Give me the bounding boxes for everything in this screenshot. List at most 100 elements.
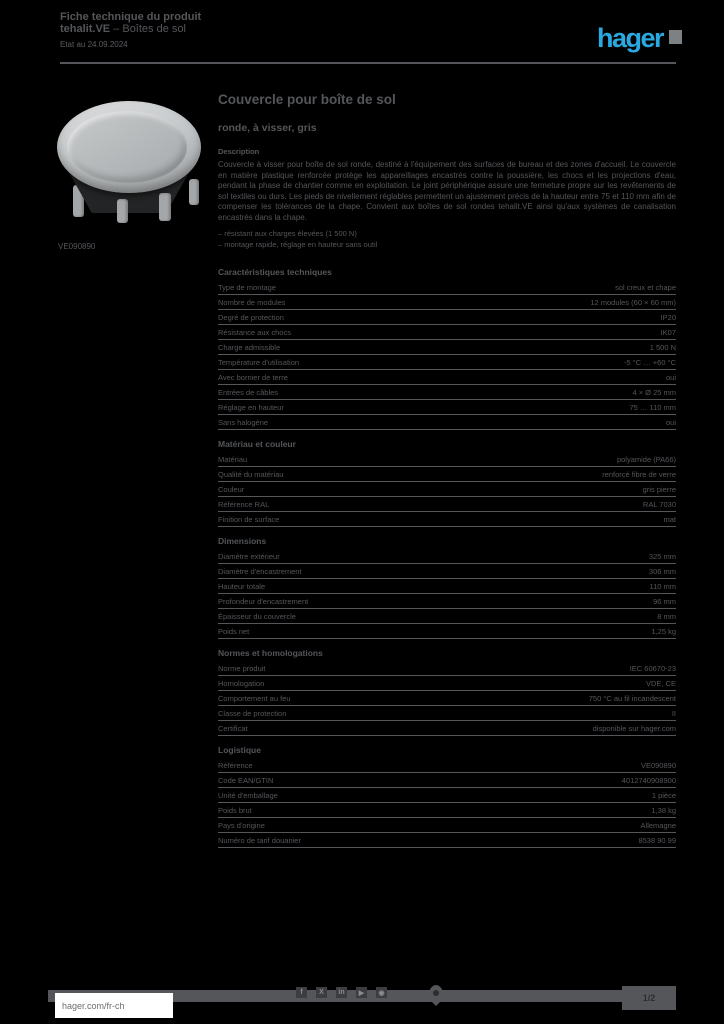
spec-label: Certificat (218, 723, 248, 733)
spec-label: Charge admissible (218, 342, 281, 352)
spec-row: Norme produit IEC 60670-23 (218, 661, 676, 676)
page-number-tab: 1/2 (622, 986, 676, 1010)
youtube-icon[interactable]: ▶ (356, 987, 367, 998)
facebook-icon[interactable]: f (296, 987, 307, 998)
linkedin-icon[interactable]: in (336, 987, 347, 998)
spec-table: Caractéristiques techniques Type de monta… (218, 258, 676, 848)
header-date: Etat au 24.09.2024 (60, 40, 128, 49)
spec-value: disponible sur hager.com (592, 723, 676, 733)
spec-label: Matériau (218, 454, 248, 464)
description-text: Couvercle à visser pour boîte de sol ron… (218, 160, 676, 222)
spec-label: Type de montage (218, 282, 276, 292)
spec-row: Sans halogène oui (218, 415, 676, 430)
spec-label: Pays d'origine (218, 820, 265, 830)
spec-value: 110 mm (649, 581, 676, 591)
spec-row: Épaisseur du couvercle 8 mm (218, 609, 676, 624)
spec-label: Numéro de tarif douanier (218, 835, 301, 845)
spec-value: 750 °C au fil incandescent (588, 693, 676, 703)
spec-value: RAL 7030 (642, 499, 676, 509)
spec-label: Degré de protection (218, 312, 284, 322)
spec-value: 306 mm (648, 566, 676, 576)
spec-label: Code EAN/GTIN (218, 775, 274, 785)
page-subtitle: ronde, à visser, gris (218, 122, 317, 134)
spec-value: 8 mm (657, 611, 676, 621)
spec-row: Numéro de tarif douanier 8538 90 99 (218, 833, 676, 848)
product-photo (55, 95, 203, 225)
location-pin-icon[interactable] (428, 985, 444, 1006)
spec-row: Réglage en hauteur 75 … 110 mm (218, 400, 676, 415)
spec-label: Diamètre extérieur (218, 551, 280, 561)
main-content: Couvercle pour boîte de sol ronde, à vis… (218, 91, 676, 848)
photo-leg (159, 193, 171, 221)
advantage-item: – résistant aux charges élevées (1 500 N… (218, 229, 357, 238)
spec-row: Avec bornier de terre oui (218, 370, 676, 385)
header-range-bold: tehalit.VE (60, 23, 111, 35)
spec-label: Résistance aux chocs (218, 327, 291, 337)
spec-value: gris pierre (642, 484, 676, 494)
spec-value: IK07 (660, 327, 676, 337)
spec-label: Comportement au feu (218, 693, 291, 703)
footer-website-link[interactable]: hager.com/fr-ch (55, 993, 173, 1018)
spec-row: Hauteur totale 110 mm (218, 579, 676, 594)
spec-label: Température d'utilisation (218, 357, 300, 367)
advantage-item: – montage rapide, réglage en hauteur san… (218, 240, 378, 249)
spec-value: renforcé fibre de verre (602, 469, 676, 479)
spec-value: oui (665, 372, 676, 382)
spec-label: Sans halogène (218, 417, 269, 427)
spec-label: Diamètre d'encastrement (218, 566, 302, 576)
spec-row: Référence RAL RAL 7030 (218, 497, 676, 512)
twitter-icon[interactable]: X (316, 987, 327, 998)
spec-value: Allemagne (640, 820, 676, 830)
spec-value: 4 × Ø 25 mm (632, 387, 676, 397)
spec-value: IP20 (660, 312, 676, 322)
spec-section-heading: Caractéristiques techniques (218, 267, 332, 277)
spec-value: 8538 90 99 (638, 835, 676, 845)
spec-row: Poids brut 1,38 kg (218, 803, 676, 818)
product-reference: VE090890 (58, 242, 96, 251)
photo-cover-face (67, 111, 187, 183)
hager-logo: hager (597, 23, 665, 53)
spec-label: Poids net (218, 626, 250, 636)
spec-row: Charge admissible 1 500 N (218, 340, 676, 355)
spec-row: Nombre de modules 12 modules (60 × 60 mm) (218, 295, 676, 310)
spec-label: Référence RAL (218, 499, 270, 509)
spec-row: Couleur gris pierre (218, 482, 676, 497)
spec-value: 96 mm (653, 596, 676, 606)
spec-label: Avec bornier de terre (218, 372, 288, 382)
spec-label: Couleur (218, 484, 245, 494)
spec-section-heading: Logistique (218, 745, 261, 755)
spec-row: Diamètre extérieur 325 mm (218, 549, 676, 564)
spec-value: 1 500 N (649, 342, 676, 352)
instagram-icon[interactable]: ◉ (376, 987, 387, 998)
spec-section-heading: Normes et homologations (218, 648, 323, 658)
spec-row: Comportement au feu 750 °C au fil incande… (218, 691, 676, 706)
spec-value: VE090890 (640, 760, 676, 770)
spec-row: Code EAN/GTIN 4012740908900 (218, 773, 676, 788)
spec-value: 1 pièce (651, 790, 676, 800)
description-label: Description (218, 147, 260, 156)
spec-row: Homologation VDE, CE (218, 676, 676, 691)
spec-row: Pays d'origine Allemagne (218, 818, 676, 833)
spec-value: 325 mm (648, 551, 676, 561)
spec-value: 1,38 kg (651, 805, 676, 815)
spec-value: -5 °C … +60 °C (623, 357, 676, 367)
spec-row: Résistance aux chocs IK07 (218, 325, 676, 340)
spec-section-heading: Matériau et couleur (218, 439, 296, 449)
pin-dot (433, 990, 439, 996)
spec-label: Unité d'emballage (218, 790, 278, 800)
spec-row: Unité d'emballage 1 pièce (218, 788, 676, 803)
spec-row: Matériau polyamide (PA66) (218, 452, 676, 467)
spec-value: VDE, CE (645, 678, 676, 688)
spec-row: Certificat disponible sur hager.com (218, 721, 676, 736)
spec-row: Qualité du matériau renforcé fibre de ver… (218, 467, 676, 482)
spec-label: Norme produit (218, 663, 266, 673)
spec-label: Poids brut (218, 805, 252, 815)
header-divider (60, 62, 676, 64)
hager-logo-mark-icon (669, 30, 682, 44)
spec-label: Homologation (218, 678, 265, 688)
spec-value: polyamide (PA66) (616, 454, 676, 464)
photo-leg (117, 199, 128, 223)
spec-label: Qualité du matériau (218, 469, 284, 479)
spec-label: Finition de surface (218, 514, 280, 524)
